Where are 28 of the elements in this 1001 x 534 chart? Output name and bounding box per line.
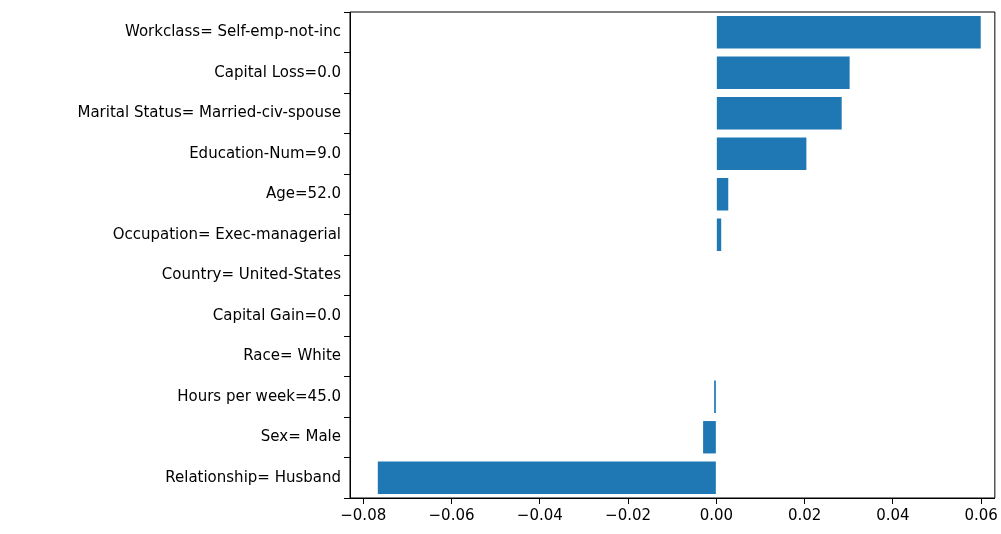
y-tick-label: Marital Status= Married-civ-spouse (77, 103, 341, 122)
bar (703, 421, 716, 454)
y-tick-label: Education-Num=9.0 (189, 143, 341, 162)
x-tick-label: 0.06 (964, 505, 998, 524)
y-tick-label: Relationship= Husband (165, 467, 341, 486)
y-tick-label: Race= White (243, 346, 341, 365)
bar (716, 16, 981, 49)
x-tick-label: 0.00 (699, 505, 734, 524)
x-tick-label: −0.04 (516, 505, 563, 524)
y-tick-label: Capital Gain=0.0 (212, 305, 341, 324)
x-tick-label: −0.06 (428, 505, 475, 524)
y-tick-label: Workclass= Self-emp-not-inc (124, 22, 341, 41)
x-tick-label: 0.02 (787, 505, 822, 524)
x-tick-label: 0.04 (876, 505, 910, 524)
y-tick-label: Capital Loss=0.0 (214, 62, 341, 81)
x-tick-label: −0.08 (340, 505, 387, 524)
y-tick-label: Sex= Male (260, 427, 341, 446)
bar (716, 178, 729, 211)
bar (716, 218, 722, 251)
bar (716, 137, 807, 170)
bar (377, 461, 716, 494)
x-tick-label: −0.02 (605, 505, 652, 524)
bar (716, 56, 850, 89)
bar (716, 97, 842, 130)
y-tick-label: Country= United-States (161, 265, 342, 284)
y-tick-label: Age=52.0 (266, 184, 341, 203)
y-tick-label: Hours per week=45.0 (177, 386, 341, 405)
y-tick-label: Occupation= Exec-managerial (112, 224, 341, 243)
